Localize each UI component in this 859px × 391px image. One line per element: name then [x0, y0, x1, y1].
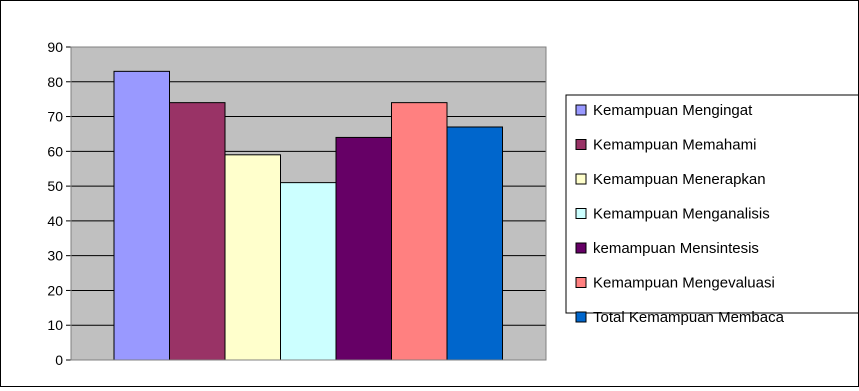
bar [335, 136, 392, 361]
legend: Kemampuan Mengingat Kemampuan Memahami Kem… [565, 94, 858, 326]
y-tick-label: 90 [47, 39, 63, 55]
legend-swatch [575, 139, 587, 150]
y-tick-label: 80 [47, 74, 63, 90]
legend-label: kemampuan Mensintesis [593, 240, 759, 257]
legend-swatch [575, 208, 587, 219]
bars [113, 70, 503, 361]
y-tick-label: 0 [55, 352, 63, 368]
legend-swatch [575, 277, 587, 288]
legend-box [565, 94, 858, 314]
legend-swatch [575, 242, 587, 254]
legend-label: Kemampuan Memahami [593, 137, 756, 154]
y-tick-label: 70 [47, 109, 63, 125]
y-tick-label: 60 [47, 143, 63, 159]
y-tick-label: 40 [47, 213, 63, 229]
legend-swatch [575, 311, 587, 323]
bar [113, 70, 170, 361]
bar [280, 182, 337, 361]
y-tick-label: 30 [47, 248, 63, 264]
plot-border [70, 46, 547, 361]
legend-label: Total Kemampuan Membaca [593, 309, 785, 326]
legend-label: Kemampuan Mengingat [593, 102, 753, 119]
bar [169, 102, 226, 361]
legend-label: Kemampuan Mengevaluasi [593, 275, 775, 292]
y-tick-label: 20 [47, 282, 63, 298]
y-tick-label: 50 [47, 178, 63, 194]
legend-label: Kemampuan Menganalisis [593, 206, 770, 223]
bar [391, 102, 448, 361]
y-tick-label: 10 [47, 317, 63, 333]
bar [224, 154, 281, 361]
bar [446, 126, 503, 361]
legend-label: Kemampuan Menerapkan [593, 171, 766, 188]
legend-swatch [575, 173, 587, 185]
legend-swatch [575, 104, 587, 116]
